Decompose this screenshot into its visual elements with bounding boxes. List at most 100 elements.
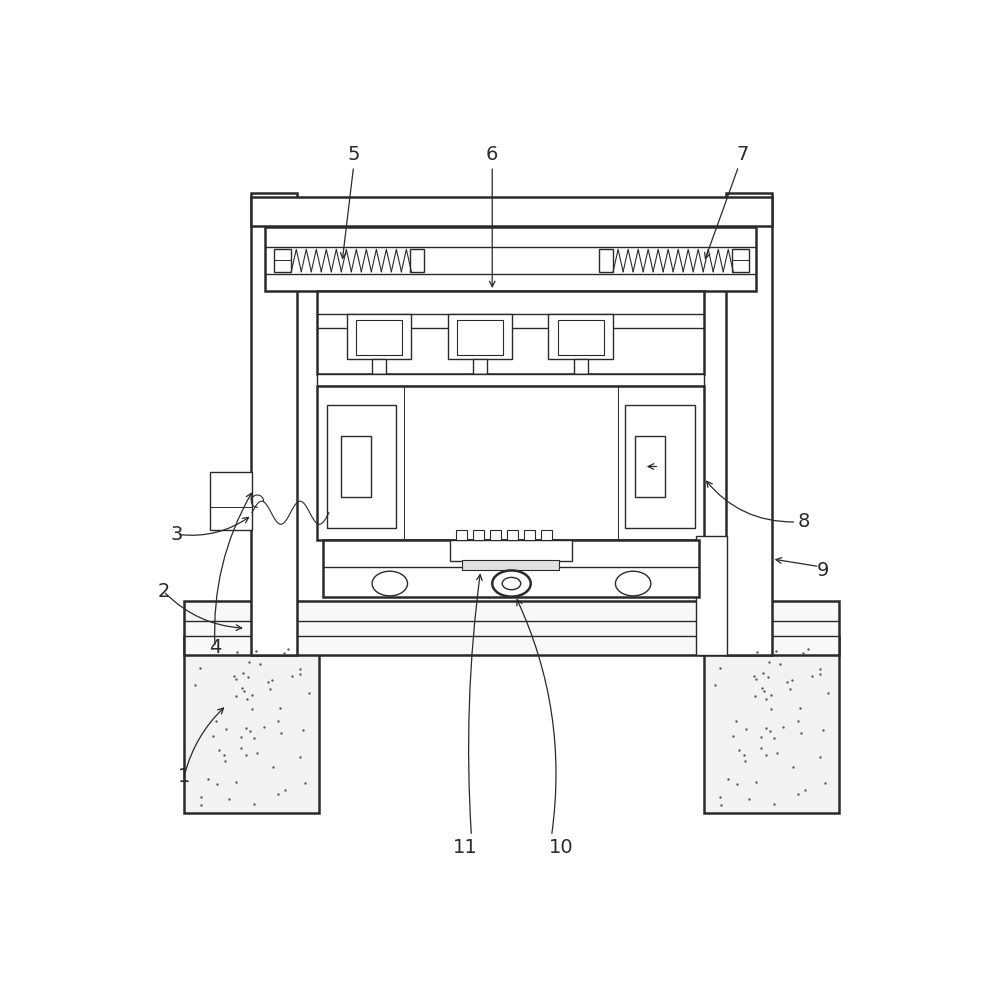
Point <box>753 729 769 745</box>
Point <box>757 720 773 736</box>
Point <box>273 725 289 741</box>
Point <box>243 723 258 739</box>
Point <box>748 671 764 687</box>
Point <box>219 721 235 737</box>
Bar <box>251 197 771 226</box>
Bar <box>469 374 491 386</box>
Bar <box>635 436 666 497</box>
Text: 4: 4 <box>209 638 222 657</box>
Point <box>250 745 265 761</box>
Point <box>729 713 745 729</box>
Point <box>297 775 313 791</box>
Text: 5: 5 <box>347 145 360 164</box>
Point <box>752 740 768 756</box>
Point <box>227 668 243 684</box>
Point <box>234 740 250 756</box>
Point <box>235 680 250 696</box>
Point <box>775 719 791 735</box>
Point <box>244 701 259 717</box>
Bar <box>558 320 604 355</box>
Point <box>292 749 308 765</box>
Point <box>277 782 293 798</box>
Point <box>712 660 728 676</box>
Point <box>284 668 300 684</box>
Point <box>748 688 763 704</box>
Point <box>229 671 245 687</box>
Point <box>742 791 757 807</box>
Ellipse shape <box>616 571 651 596</box>
Point <box>209 713 225 729</box>
Point <box>732 742 748 758</box>
Point <box>763 701 779 717</box>
Bar <box>626 405 695 528</box>
Point <box>239 691 254 707</box>
Bar <box>326 405 396 528</box>
Bar <box>185 636 319 813</box>
Point <box>234 729 250 745</box>
Point <box>720 771 736 787</box>
Point <box>259 674 275 690</box>
Bar <box>473 359 487 374</box>
Bar <box>251 193 297 655</box>
Bar <box>317 374 704 386</box>
Point <box>756 683 772 699</box>
Bar <box>697 536 728 655</box>
Text: 10: 10 <box>549 838 574 857</box>
Point <box>812 661 828 677</box>
Point <box>238 747 253 763</box>
Text: 7: 7 <box>737 145 748 164</box>
Point <box>812 749 828 765</box>
Point <box>295 722 311 738</box>
Point <box>300 685 316 701</box>
Point <box>192 660 208 676</box>
Point <box>793 725 809 741</box>
Point <box>759 669 775 685</box>
Text: 9: 9 <box>817 561 829 580</box>
Ellipse shape <box>372 571 407 596</box>
Bar <box>322 540 699 597</box>
Point <box>269 786 285 802</box>
Ellipse shape <box>502 577 521 590</box>
Point <box>255 719 271 735</box>
Text: 6: 6 <box>486 145 498 164</box>
Bar <box>450 540 572 561</box>
Point <box>769 745 785 761</box>
Point <box>748 774 763 790</box>
Bar <box>265 227 756 291</box>
Bar <box>541 530 552 540</box>
Bar <box>457 320 503 355</box>
Point <box>820 685 836 701</box>
Point <box>262 681 278 697</box>
Point <box>241 654 256 670</box>
Point <box>790 713 806 729</box>
Point <box>726 728 742 744</box>
Point <box>782 681 798 697</box>
Text: 2: 2 <box>158 582 170 601</box>
Bar <box>726 193 771 655</box>
Bar <box>599 249 613 272</box>
Point <box>758 691 774 707</box>
Point <box>238 720 253 736</box>
Point <box>803 668 819 684</box>
Point <box>292 661 308 677</box>
Point <box>279 641 295 657</box>
Point <box>795 645 811 661</box>
Bar <box>447 314 512 359</box>
Point <box>222 791 238 807</box>
Point <box>766 730 782 746</box>
Point <box>739 721 754 737</box>
Bar <box>570 374 592 386</box>
Point <box>252 656 268 672</box>
Point <box>760 654 776 670</box>
Point <box>292 666 308 682</box>
Point <box>766 796 782 812</box>
Point <box>736 747 751 763</box>
Bar <box>574 359 588 374</box>
Bar <box>317 386 704 540</box>
Point <box>730 776 746 792</box>
Bar <box>473 530 484 540</box>
Point <box>763 687 779 703</box>
Bar <box>368 374 390 386</box>
Bar <box>210 472 251 530</box>
Bar <box>410 249 424 272</box>
